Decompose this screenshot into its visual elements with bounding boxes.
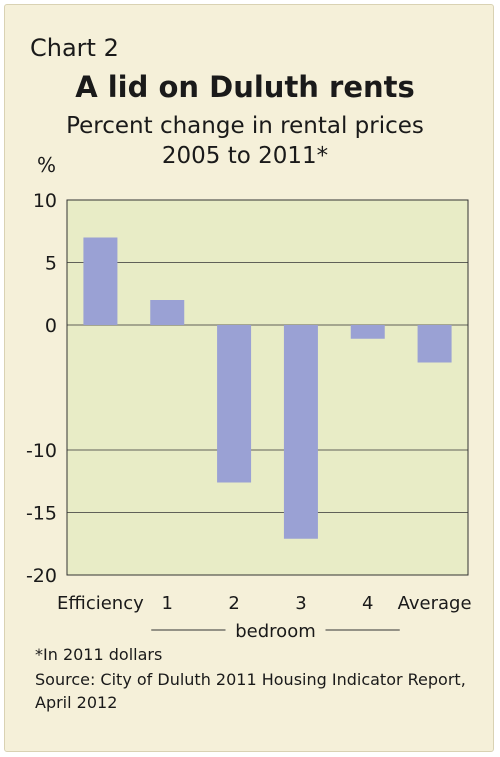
bar	[350, 325, 385, 339]
bars	[83, 237, 452, 539]
x-tick-labels: Efficiency 1 2 3 4 Average	[57, 593, 471, 614]
bar	[150, 300, 185, 325]
x-tick-label: 3	[295, 593, 306, 614]
chart-subtitle-line1: Percent change in rental prices	[66, 113, 424, 139]
x-tick-label: Efficiency	[57, 593, 144, 614]
x-tick-label: 1	[162, 593, 173, 614]
x-tick-label: 4	[362, 593, 373, 614]
y-axis-unit-label: %	[37, 153, 57, 177]
source-line2: April 2012	[35, 693, 118, 712]
chart-title: A lid on Duluth rents	[75, 70, 415, 104]
bar	[83, 237, 118, 325]
category-group: bedroom	[151, 621, 400, 642]
bar	[217, 325, 252, 483]
x-tick-label: 2	[228, 593, 239, 614]
y-tick-label: 10	[33, 190, 57, 212]
chart-subtitle-line2: 2005 to 2011*	[161, 143, 329, 169]
y-tick-label: 5	[45, 253, 57, 275]
bar	[283, 325, 318, 539]
plot-area	[66, 199, 469, 576]
y-tick-label: -20	[26, 565, 57, 587]
y-tick-labels: 10 5 0 -10 -15 -20	[26, 190, 57, 587]
y-tick-label: -10	[26, 440, 57, 462]
y-tick-label: -15	[26, 503, 57, 525]
bar	[417, 325, 452, 363]
footnote: *In 2011 dollars	[35, 645, 163, 664]
gridlines	[67, 262, 468, 513]
category-group-label: bedroom	[235, 621, 316, 642]
chart-number: Chart 2	[30, 34, 119, 62]
source-line1: Source: City of Duluth 2011 Housing Indi…	[35, 670, 466, 689]
y-tick-label: 0	[45, 315, 57, 337]
x-tick-label: Average	[398, 593, 472, 614]
